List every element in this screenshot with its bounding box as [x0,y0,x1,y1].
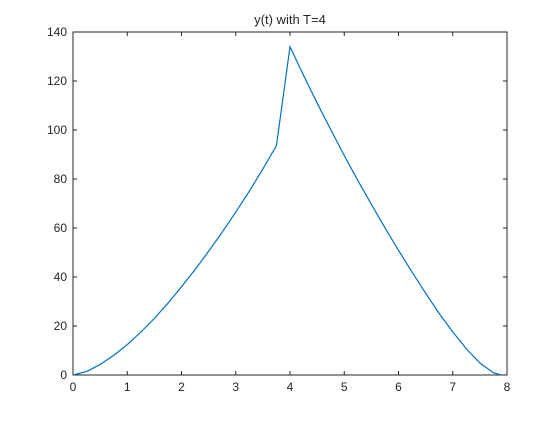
x-tick-label: 3 [232,380,239,394]
y-tick-label: 40 [54,270,68,284]
x-tick-label: 4 [287,380,294,394]
x-axis-ticks: 0 1 2 3 4 5 6 7 8 [70,32,511,394]
axes-box [72,31,508,376]
y-tick-label: 20 [54,319,68,333]
y-tick-label: 0 [60,368,67,382]
y-axis-ticks: 0 20 40 60 80 100 120 140 [47,25,507,382]
y-tick-label: 100 [47,123,67,137]
x-tick-label: 7 [449,380,456,394]
x-tick-label: 8 [504,380,511,394]
y-tick-label: 140 [47,25,67,39]
y-tick-label: 120 [47,74,67,88]
chart-title: y(t) with T=4 [254,12,326,27]
x-tick-label: 2 [178,380,185,394]
x-tick-label: 6 [395,380,402,394]
y-tick-label: 60 [54,221,68,235]
x-tick-label: 1 [124,380,131,394]
x-tick-label: 0 [70,380,77,394]
y-tick-label: 80 [54,172,68,186]
x-tick-label: 5 [341,380,348,394]
series-line [72,44,502,376]
